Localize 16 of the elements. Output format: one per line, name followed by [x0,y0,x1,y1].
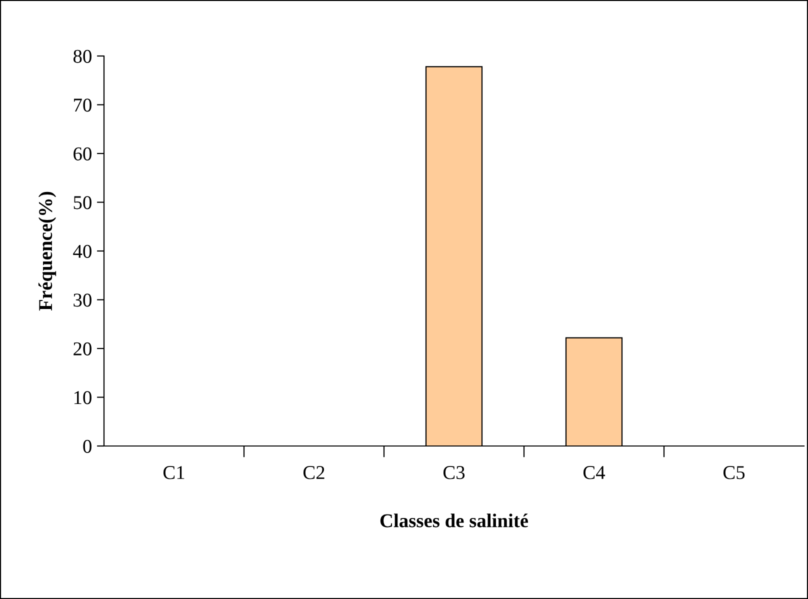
y-axis-title: Fréquence(%) [38,192,56,311]
y-tick-label: 20 [74,342,92,356]
y-tick-label: 80 [73,50,92,63]
y-tick-label: 10 [74,391,92,404]
y-tick-label: 60 [74,147,92,160]
y-tick-label: 40 [73,244,92,258]
y-tick-label: 0 [83,440,92,453]
y-tick-label: 70 [74,98,92,112]
x-tick-label: C3 [443,466,465,480]
x-tick-label: C1 [163,466,184,480]
y-tick-label: 50 [74,196,92,210]
x-axis-title: Classes de salinité [380,514,528,528]
x-tick-label: C4 [583,466,606,480]
x-tick-label: C5 [723,466,745,480]
x-tick-label: C2 [303,466,324,480]
y-tick-label: 30 [74,294,92,307]
